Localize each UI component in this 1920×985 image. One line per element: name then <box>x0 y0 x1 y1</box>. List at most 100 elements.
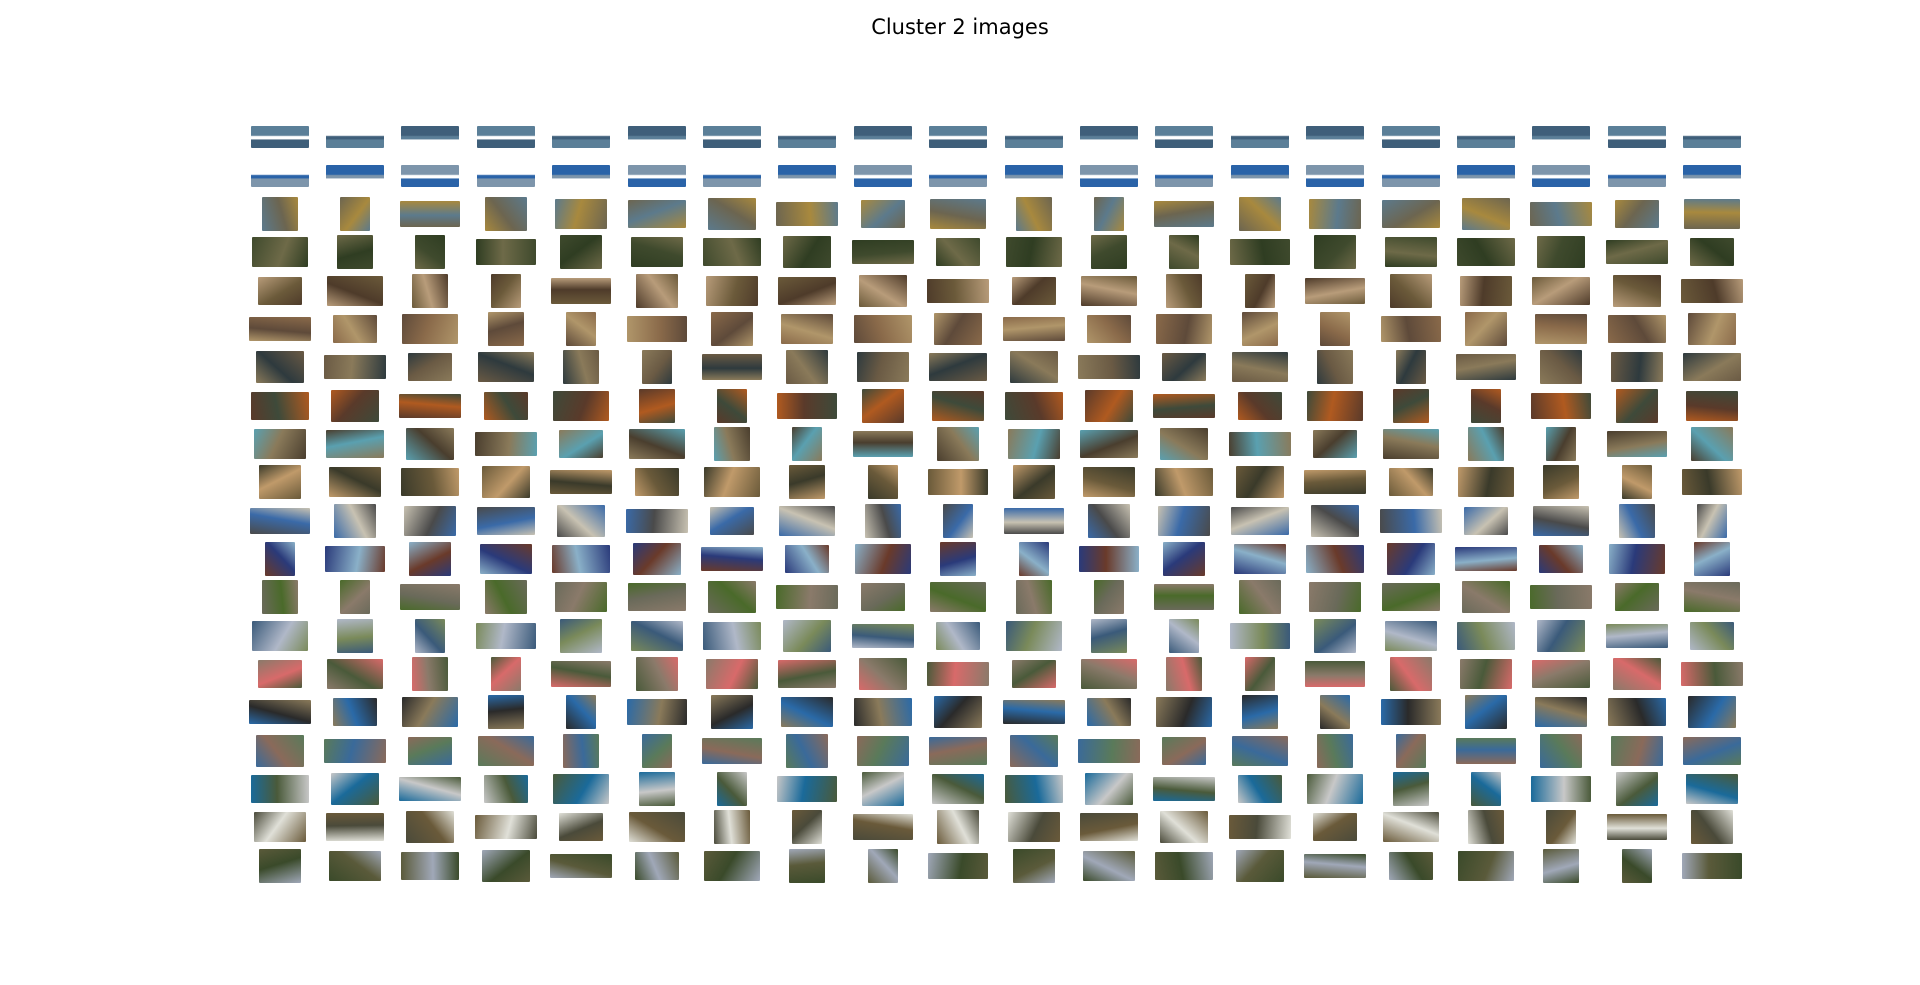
thumbnail-image <box>334 503 377 538</box>
thumbnail-cell <box>1222 693 1297 731</box>
thumbnail-cell <box>242 770 317 808</box>
thumbnail-image <box>1305 661 1366 688</box>
thumbnail-cell <box>393 271 468 309</box>
thumbnail-image <box>792 426 823 461</box>
thumbnail-image <box>1228 431 1291 456</box>
thumbnail-image <box>867 465 898 500</box>
thumbnail-image <box>864 503 901 538</box>
thumbnail-cell <box>1524 463 1599 501</box>
thumbnail-image <box>1228 815 1291 840</box>
thumbnail-image <box>852 430 913 457</box>
thumbnail-image <box>1471 388 1502 423</box>
thumbnail-image <box>406 811 455 844</box>
thumbnail-image <box>936 238 981 267</box>
thumbnail-cell <box>1298 808 1373 846</box>
thumbnail-image <box>1458 850 1515 881</box>
thumbnail-image <box>934 696 983 729</box>
thumbnail-cell <box>393 425 468 463</box>
thumbnail-cell <box>242 118 317 156</box>
thumbnail-cell <box>1373 118 1448 156</box>
thumbnail-image <box>1540 733 1583 768</box>
thumbnail-cell <box>1599 233 1674 271</box>
thumbnail-cell <box>694 425 769 463</box>
thumbnail-image <box>1457 621 1516 650</box>
thumbnail-cell <box>1071 195 1146 233</box>
thumbnail-image <box>1610 352 1663 383</box>
thumbnail-image <box>1233 544 1286 575</box>
thumbnail-cell <box>1448 425 1523 463</box>
thumbnail-image <box>264 542 295 577</box>
thumbnail-image <box>1155 851 1214 880</box>
thumbnail-image <box>1607 164 1666 187</box>
thumbnail-image <box>483 775 528 804</box>
thumbnail-image <box>404 505 457 536</box>
thumbnail-image <box>557 504 606 537</box>
thumbnail-image <box>1160 811 1209 844</box>
thumbnail-image <box>1002 700 1065 725</box>
thumbnail-image <box>627 199 686 228</box>
thumbnail-image <box>789 848 826 883</box>
thumbnail-image <box>1457 126 1516 149</box>
thumbnail-image <box>776 585 839 610</box>
thumbnail-image <box>1533 505 1590 536</box>
thumbnail-cell <box>1071 540 1146 578</box>
thumbnail-cell <box>770 847 845 885</box>
thumbnail-cell <box>1448 348 1523 386</box>
thumbnail-cell <box>468 847 543 885</box>
thumbnail-image <box>1532 126 1591 149</box>
thumbnail-cell <box>1147 463 1222 501</box>
thumbnail-cell <box>619 502 694 540</box>
thumbnail-image <box>778 126 837 149</box>
thumbnail-cell <box>1524 348 1599 386</box>
thumbnail-cell <box>242 808 317 846</box>
thumbnail-cell <box>1599 655 1674 693</box>
thumbnail-cell <box>694 386 769 424</box>
thumbnail-image <box>641 733 672 768</box>
thumbnail-image <box>703 126 762 149</box>
thumbnail-image <box>1395 350 1426 385</box>
thumbnail-cell <box>1222 463 1297 501</box>
thumbnail-image <box>635 273 678 308</box>
thumbnail-cell <box>1222 578 1297 616</box>
thumbnail-cell <box>1448 578 1523 616</box>
thumbnail-cell <box>242 310 317 348</box>
thumbnail-image <box>340 580 371 615</box>
thumbnail-cell <box>845 540 920 578</box>
thumbnail-image <box>853 698 912 727</box>
thumbnail-image <box>490 657 521 692</box>
thumbnail-image <box>711 695 754 730</box>
thumbnail-cell <box>770 693 845 731</box>
thumbnail-image <box>936 621 981 650</box>
thumbnail-cell <box>921 271 996 309</box>
thumbnail-cell <box>1448 195 1523 233</box>
thumbnail-image <box>251 620 308 651</box>
thumbnail-cell <box>1599 425 1674 463</box>
thumbnail-cell <box>1675 386 1750 424</box>
thumbnail-cell <box>468 770 543 808</box>
thumbnail-cell <box>242 195 317 233</box>
thumbnail-cell <box>1675 732 1750 770</box>
thumbnail-cell <box>242 425 317 463</box>
thumbnail-image <box>852 814 913 841</box>
thumbnail-cell <box>317 770 392 808</box>
thumbnail-cell <box>468 463 543 501</box>
thumbnail-cell <box>468 655 543 693</box>
thumbnail-image <box>785 545 830 574</box>
thumbnail-cell <box>1147 195 1222 233</box>
thumbnail-cell <box>1298 693 1373 731</box>
thumbnail-image <box>1309 582 1362 613</box>
thumbnail-cell <box>1147 578 1222 616</box>
thumbnail-cell <box>1071 156 1146 194</box>
thumbnail-image <box>1155 126 1214 149</box>
thumbnail-cell <box>619 732 694 770</box>
thumbnail-image <box>559 813 604 842</box>
thumbnail-cell <box>1373 540 1448 578</box>
thumbnail-cell <box>619 808 694 846</box>
thumbnail-cell <box>1448 617 1523 655</box>
thumbnail-image <box>327 275 384 306</box>
thumbnail-image <box>867 848 898 883</box>
thumbnail-cell <box>242 847 317 885</box>
thumbnail-cell <box>996 617 1071 655</box>
thumbnail-image <box>1244 273 1275 308</box>
thumbnail-cell <box>242 386 317 424</box>
